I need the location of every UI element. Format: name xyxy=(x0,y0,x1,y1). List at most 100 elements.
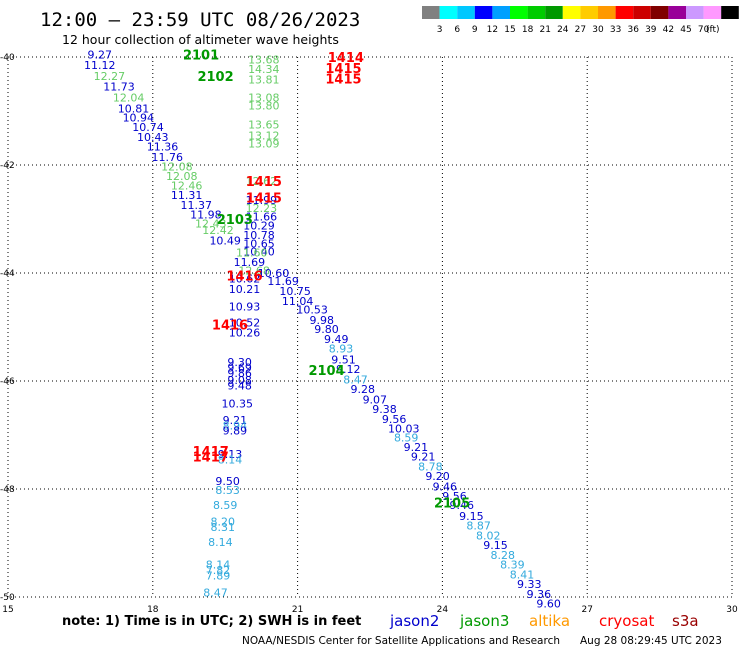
scale-label: 18 xyxy=(522,25,534,35)
wave-height-point: 9.50 xyxy=(215,475,240,488)
wave-height-point: 10.21 xyxy=(229,283,261,296)
pass-label: 2104 xyxy=(308,364,344,379)
satellite-name: s3a xyxy=(672,612,699,630)
scale-label: 70 xyxy=(698,25,710,35)
wave-height-point: 9.46 xyxy=(433,480,458,493)
wave-height-point: 10.94 xyxy=(123,111,155,124)
wave-height-point: 9.38 xyxy=(372,403,397,416)
wave-height-point: 10.35 xyxy=(222,398,254,411)
scale-swatch xyxy=(422,6,440,19)
pass-label: 1417 xyxy=(193,445,229,460)
scale-label: 24 xyxy=(557,25,569,35)
wave-height-point: 12.46 xyxy=(171,180,203,193)
scale-swatch xyxy=(721,6,739,19)
pass-label: 1414 xyxy=(328,51,364,66)
scale-label: 36 xyxy=(627,25,639,35)
x-tick-label: 15 xyxy=(2,605,13,615)
color-scale-legend: 3 6 9 12 15 18 21 24 27 30 33 36 39 42 45 70 xyxy=(422,6,739,35)
scale-swatch xyxy=(545,6,563,19)
wave-height-point: 8.53 xyxy=(215,484,240,497)
scale-swatch xyxy=(598,6,616,19)
wave-height-point: 10.49 xyxy=(209,235,241,248)
pass-label: 1415 xyxy=(325,62,361,77)
wave-height-points: 9.2711.1212.2711.7312.0410.8110.9410.741… xyxy=(84,48,561,610)
scale-swatch xyxy=(510,6,528,19)
wave-height-point: 12.04 xyxy=(113,92,145,105)
wave-height-point: 13.65 xyxy=(248,119,280,132)
y-tick-label: -50 xyxy=(0,593,15,603)
wave-height-point: 9.51 xyxy=(331,353,356,366)
pass-labels: 2101210214141415141514151415210314161416… xyxy=(183,48,470,511)
wave-height-point: 13.80 xyxy=(248,100,280,113)
wave-height-point: 8.93 xyxy=(329,343,354,356)
scale-swatch xyxy=(527,6,546,19)
wave-height-point: 9.30 xyxy=(227,356,252,369)
wave-height-point: 9.86 xyxy=(227,367,252,380)
wave-height-point: 11.31 xyxy=(171,189,203,202)
footer-note: note: 1) Time is in UTC; 2) SWH is in fe… xyxy=(62,614,361,629)
wave-height-point: 9.21 xyxy=(223,414,248,427)
wave-height-point: 9.13 xyxy=(218,448,243,461)
wave-height-point: 8.14 xyxy=(218,453,243,466)
wave-height-point: 11.99 xyxy=(246,194,278,207)
scale-label: 39 xyxy=(645,25,657,35)
wave-height-point: 10.65 xyxy=(243,237,275,250)
pass-label: 1416 xyxy=(212,318,248,333)
satellite-legend: jason2 jason3 altika cryosat s3a xyxy=(389,612,699,630)
scale-label: 45 xyxy=(680,25,691,35)
y-tick-label: -46 xyxy=(0,377,15,387)
footer-credit: NOAA/NESDIS Center for Satellite Applica… xyxy=(242,635,560,647)
scale-unit: (ft) xyxy=(706,25,720,35)
pass-label: 1415 xyxy=(325,73,361,88)
wave-height-point: 11.98 xyxy=(190,209,222,222)
scale-swatch xyxy=(703,6,722,19)
wave-height-point: 8.47 xyxy=(343,373,368,386)
pass-label: 1416 xyxy=(226,270,262,285)
wave-height-point: 10.60 xyxy=(258,267,290,280)
wave-height-point: 12.68 xyxy=(238,264,270,277)
scale-label: 21 xyxy=(539,25,550,35)
wave-height-point: 12.42 xyxy=(202,224,234,237)
wave-height-point: 9.80 xyxy=(314,323,339,336)
wave-height-point: 11.76 xyxy=(152,151,184,164)
wave-height-point: 13.08 xyxy=(248,92,280,105)
scale-swatch xyxy=(562,6,581,19)
scale-swatch xyxy=(580,6,598,19)
wave-height-point: 10.03 xyxy=(388,423,420,436)
satellite-name: jason2 xyxy=(389,612,439,630)
wave-height-point: 9.89 xyxy=(223,425,248,438)
wave-height-point: 9.60 xyxy=(536,597,561,610)
satellite-name: jason3 xyxy=(459,612,509,630)
scale-label: 12 xyxy=(487,25,498,35)
scale-swatch xyxy=(439,6,458,19)
wave-height-point: 13.81 xyxy=(248,74,280,87)
wave-height-point: 9.07 xyxy=(363,393,388,406)
wave-height-point: 9.21 xyxy=(411,451,436,464)
wave-height-point: 10.81 xyxy=(118,102,150,115)
wave-height-point: 9.28 xyxy=(351,383,376,396)
wave-height-point: 10.53 xyxy=(296,304,328,317)
footer-timestamp: Aug 28 08:29:45 UTC 2023 xyxy=(580,635,722,647)
wave-height-point: 8.59 xyxy=(213,499,238,512)
wave-height-point: 10.29 xyxy=(243,219,275,232)
wave-height-point: 7.89 xyxy=(206,569,231,582)
wave-height-point: 10.62 xyxy=(229,272,261,285)
wave-height-point: 8.14 xyxy=(208,536,233,549)
pass-label: 2103 xyxy=(217,213,253,228)
wave-height-point: 8.78 xyxy=(418,460,443,473)
wave-height-point: 11.36 xyxy=(147,141,179,154)
wave-height-point: 9.48 xyxy=(227,379,252,392)
scale-label: 33 xyxy=(610,25,621,35)
y-tick-label: -44 xyxy=(0,269,15,279)
wave-height-point: 9.56 xyxy=(442,490,467,503)
y-tick-label: -40 xyxy=(0,53,15,63)
x-tick-label: 24 xyxy=(437,605,449,615)
wave-height-point: 8.41 xyxy=(510,568,535,581)
wave-height-point: 8.31 xyxy=(211,521,236,534)
wave-height-point: 9.21 xyxy=(404,441,429,454)
wave-height-point: 12.23 xyxy=(246,202,278,215)
wave-height-point: 9.98 xyxy=(309,314,334,327)
pass-label: 1415 xyxy=(246,175,282,190)
wave-height-point: 8.47 xyxy=(203,587,228,600)
